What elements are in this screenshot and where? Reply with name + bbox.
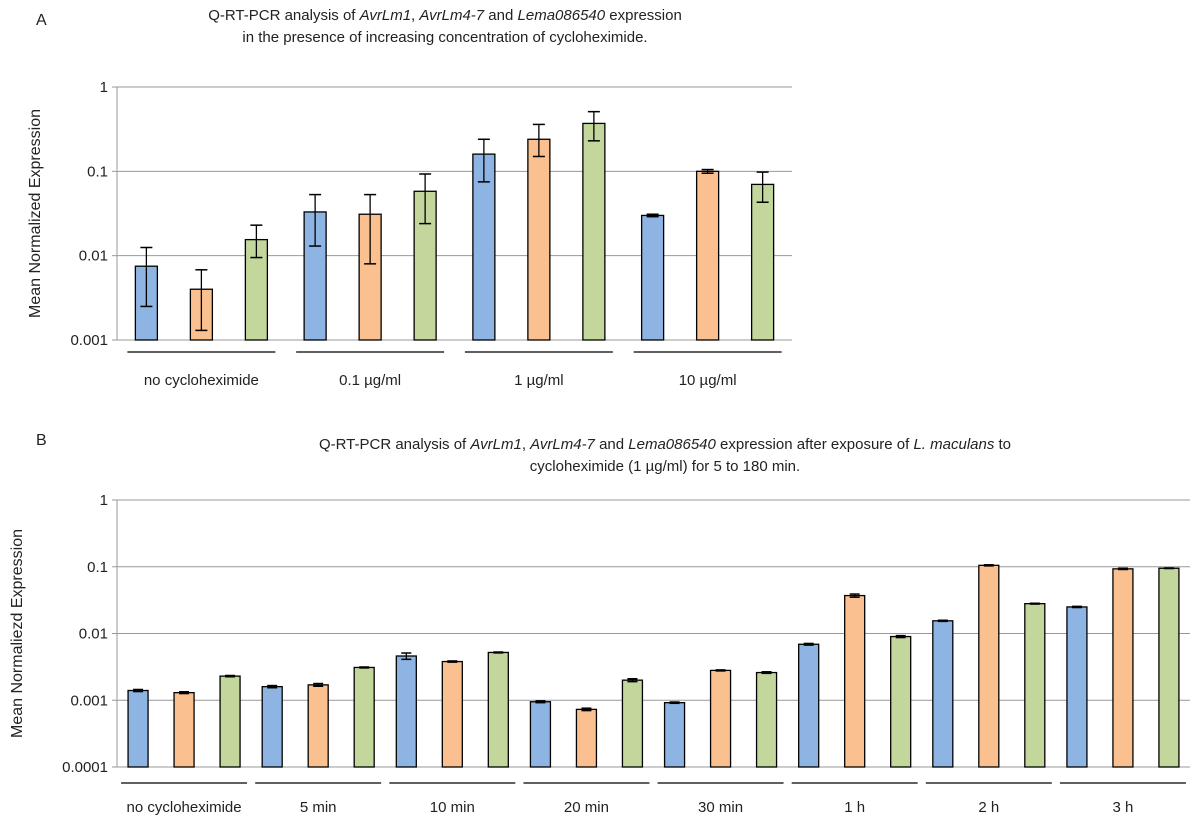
chart-b-ylabel: Mean Normaliezd Expression [9,529,26,738]
title-segment: AvrLm4-7 [419,7,485,24]
chart-b-bar [709,669,732,768]
chart-a-category-label: 1 µg/ml [514,372,564,389]
chart-b-bar [755,671,778,768]
chart-b-bar [890,635,912,768]
chart-b-category-label: 3 h [1113,799,1134,816]
title-segment: AvrLm1 [470,436,522,453]
chart-b-category-label: 10 min [430,799,475,816]
title-segment: cycloheximide (1 µg/ml) for 5 to 180 min… [529,458,801,475]
chart-b-bar [978,564,1000,768]
panel-b-title: Q-RT-PCR analysis of AvrLm1, AvrLm4-7 an… [150,434,1180,478]
chart-a-ylabel: Mean Normalized Expression [27,109,44,318]
chart-a-ytick-label: 0.001 [70,332,108,349]
chart-a-category-label: 0.1 µg/ml [339,372,401,389]
chart-b-bar [621,679,644,768]
chart-a-ytick-label: 0.1 [87,163,108,180]
title-segment: expression after exposure of [715,436,914,453]
chart-b-bar [219,675,241,768]
chart-a-ytick-label: 1 [100,79,108,96]
title-segment: Q-RT-PCR analysis of [208,7,360,24]
chart-b-ytick-label: 0.01 [79,626,108,643]
panel-b-letter: B [36,432,47,449]
title-segment: AvrLm1 [359,7,412,24]
chart-b-bar [127,689,149,768]
chart-b-bar [575,708,598,768]
chart-b-bar [395,655,417,768]
chart-b-bar [1158,567,1180,768]
title-segment: L. maculans [913,436,995,453]
chart-b-category-label: 30 min [698,799,743,816]
title-segment: AvrLm4-7 [530,436,595,453]
chart-b-bar [798,643,820,768]
chart-b-ytick-label: 0.001 [70,692,108,709]
chart-b-bar [932,620,954,768]
title-segment: Lema086540 [517,7,606,24]
chart-b-ytick-label: 0.1 [87,559,108,576]
chart-b-bar [1024,603,1046,768]
title-segment: and [484,7,518,24]
chart-b-category-label: 5 min [300,799,337,816]
title-segment: , [411,7,420,24]
chart-b-bar [487,651,509,768]
chart-b-category-label: 1 h [844,799,865,816]
chart-b-bar [353,666,375,768]
title-segment: Lema086540 [628,436,716,453]
chart-a-category-label: 10 µg/ml [679,372,737,389]
chart-b-bar [261,685,283,768]
chart-b-bar [307,684,329,768]
panel-a-title: Q-RT-PCR analysis of AvrLm1, AvrLm4-7 an… [100,5,790,49]
chart-a-category-label: no cycloheximide [144,372,259,389]
title-segment: in the presence of increasing concentrat… [242,29,648,46]
chart-b-bar [663,702,686,768]
title-segment: and [594,436,629,453]
chart-b-bar [529,701,552,768]
chart-b-bar [441,660,463,768]
chart-b-bar [844,594,866,768]
chart-b-bar [1066,606,1088,768]
chart-b-category-label: no cycloheximide [127,799,242,816]
chart-a-ytick-label: 0.01 [79,248,108,265]
title-segment: , [521,436,531,453]
title-segment: Q-RT-PCR analysis of [318,436,471,453]
chart-b-ytick-label: 1 [100,492,108,509]
title-segment: to [994,436,1012,453]
chart-b-bar [1112,568,1134,768]
chart-b-bar [173,691,195,768]
panel-a-letter: A [36,12,47,29]
chart-b-category-label: 20 min [564,799,609,816]
title-segment: expression [605,7,682,24]
chart-b-ytick-label: 0.0001 [62,759,108,776]
chart-b-category-label: 2 h [978,799,999,816]
